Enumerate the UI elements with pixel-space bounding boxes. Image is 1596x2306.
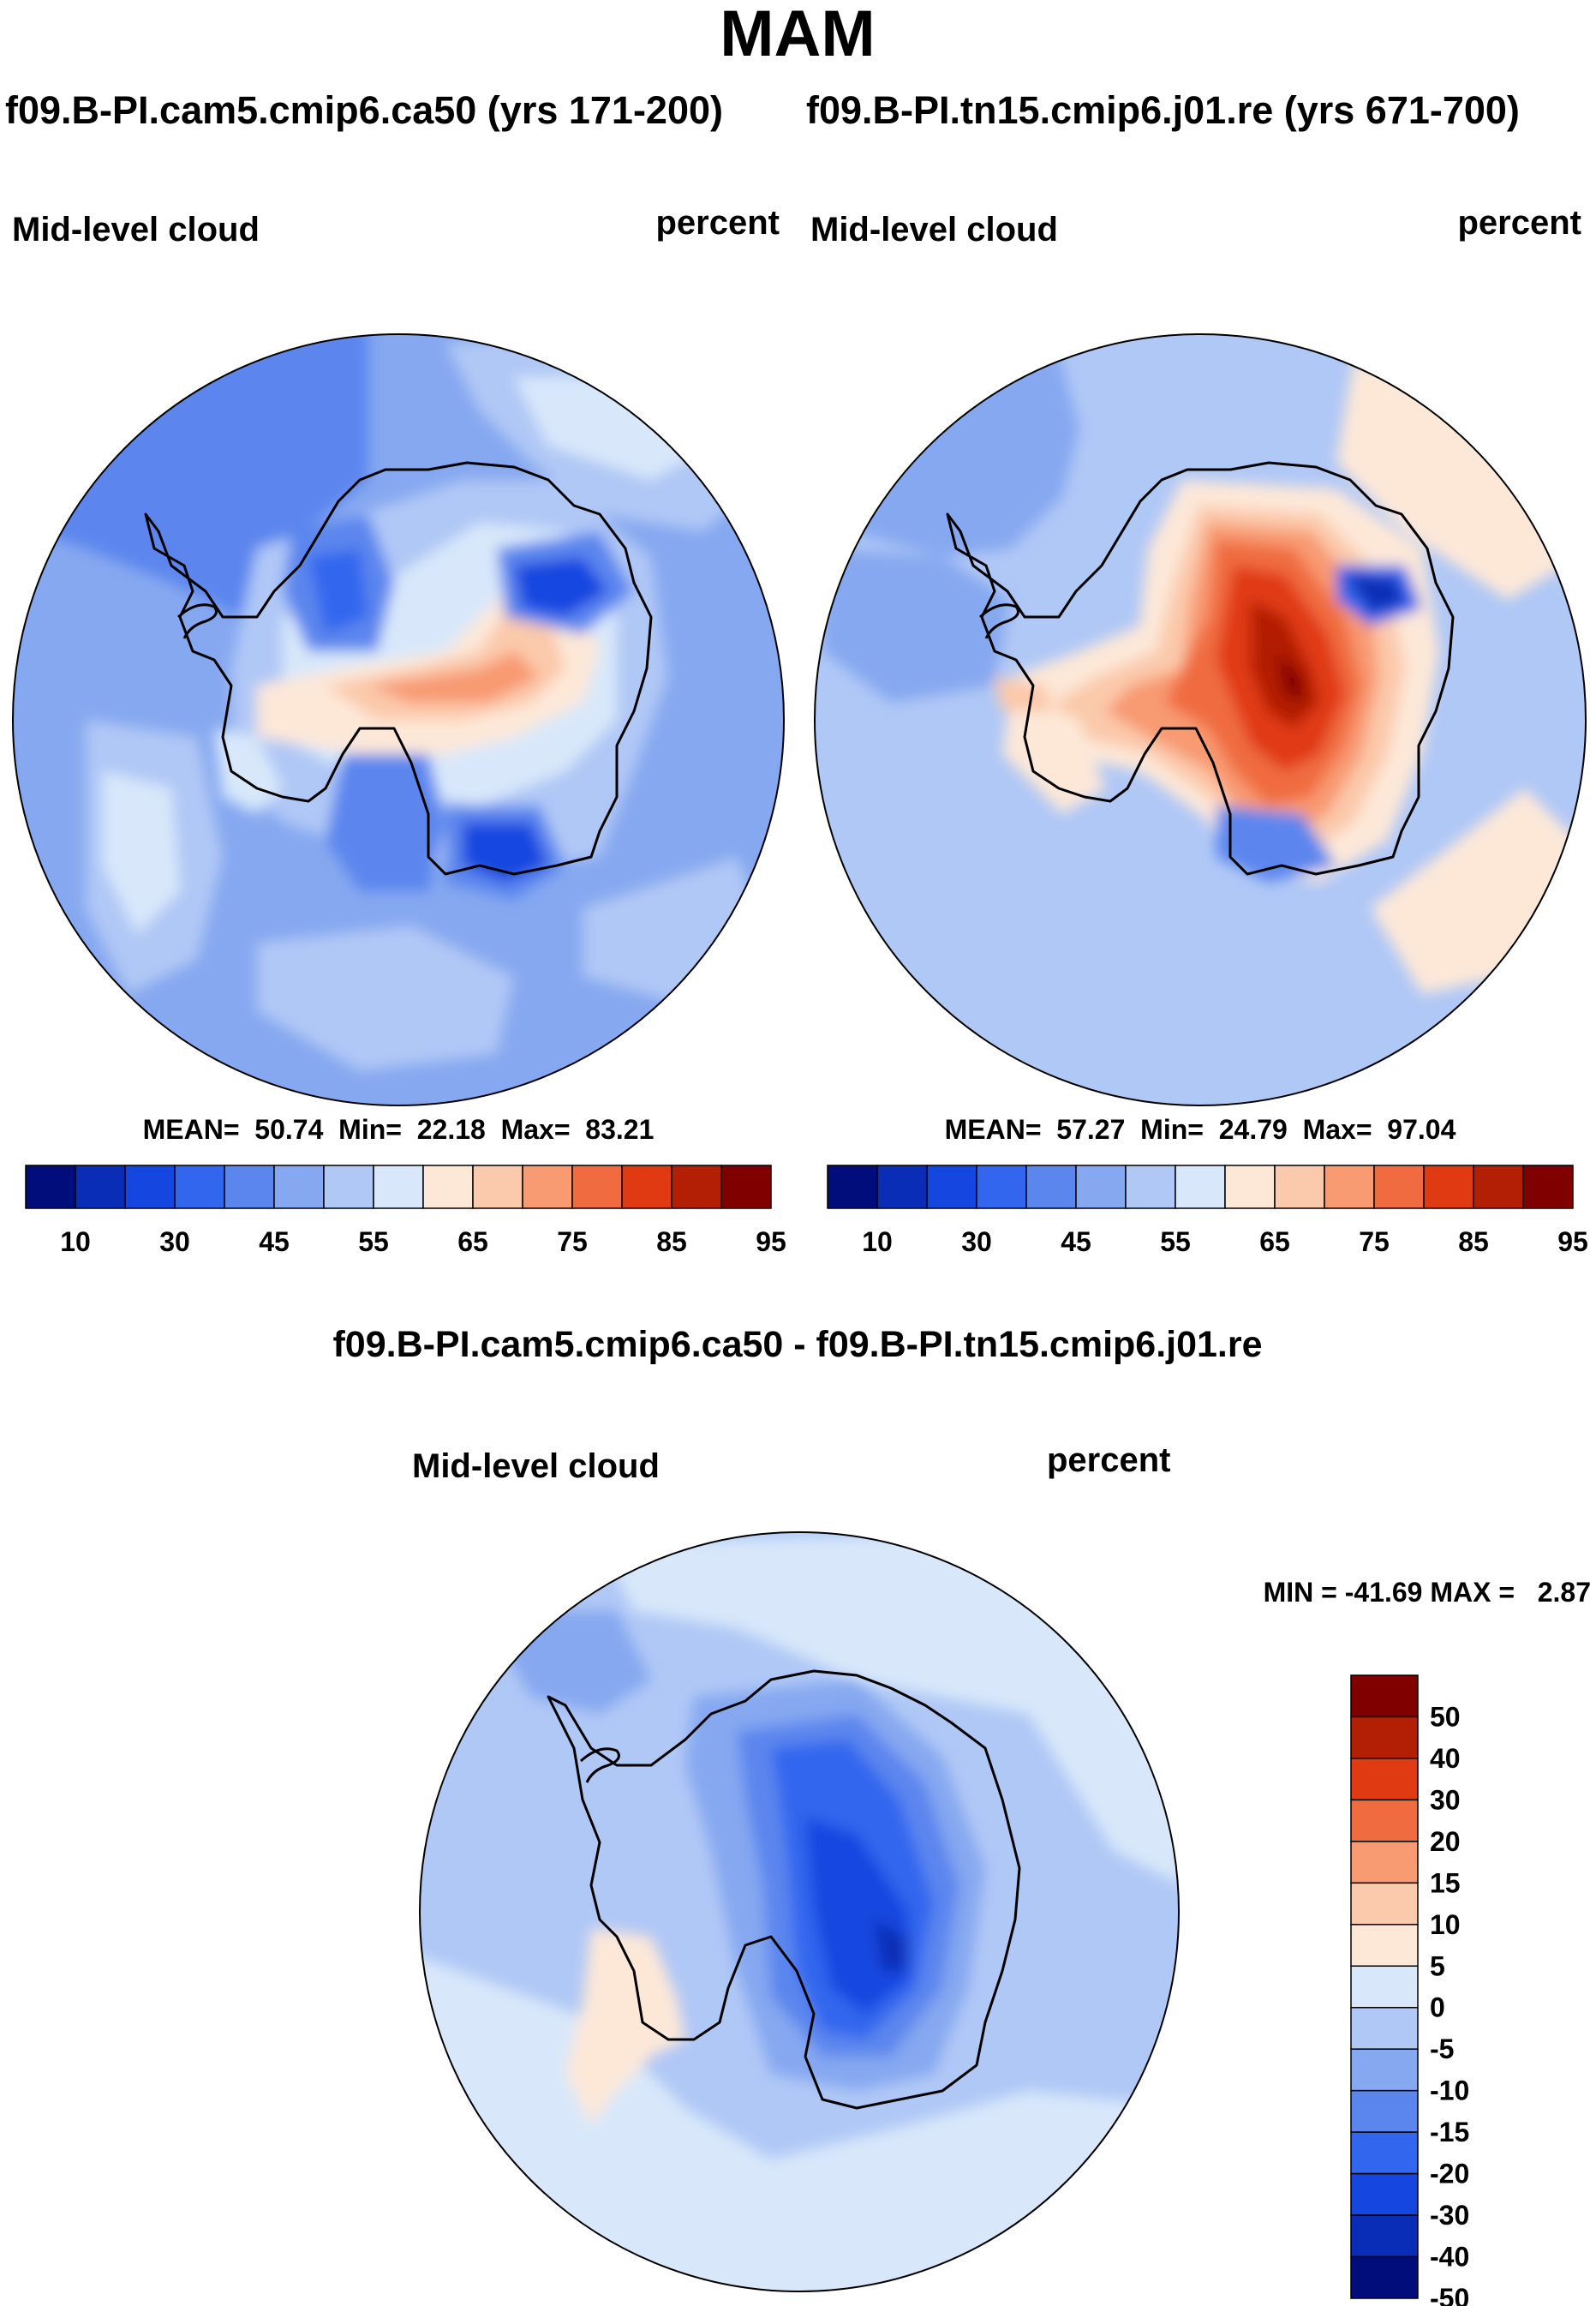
diff-colorbar-swatch [1350,2214,1419,2258]
diff-units-label: percent [1047,1441,1171,1479]
difference-polar-map [419,1531,1180,2292]
right-colorbar-swatch [1522,1165,1574,1209]
right-colorbar-tick-label: 65 [1259,1226,1290,1257]
diff-colorbar-tick-label: 20 [1430,1826,1461,1857]
left-coastline [144,461,653,876]
left-colorbar-swatch [323,1165,374,1209]
diff-colorbar-tick-label: 30 [1430,1784,1461,1815]
diff-colorbar-tick-label: 10 [1430,1909,1461,1940]
left-colorbar-swatch [75,1165,126,1209]
right-colorbar-swatch [827,1165,878,1209]
right-colorbar-swatch [1274,1165,1325,1209]
left-colorbar-swatch [621,1165,672,1209]
right-colorbar-tick-label: 30 [961,1226,992,1257]
right-colorbar-swatch [1025,1165,1077,1209]
left-units-label: percent [655,204,780,242]
left-colorbar-tick-label: 10 [60,1226,91,1257]
diff-colorbar-swatch [1350,2006,1419,2050]
season-title: MAM [720,0,876,70]
diff-colorbar-tick-label: -50 [1430,2283,1469,2306]
right-variable-label: Mid-level cloud [810,211,1058,249]
right-colorbar-tick-label: 55 [1160,1226,1191,1257]
diff-colorbar-tick-label: -40 [1430,2242,1469,2273]
right-colorbar-swatch [926,1165,977,1209]
diff-colorbar-swatch [1350,2048,1419,2092]
right-colorbar-tick-label: 85 [1458,1226,1489,1257]
diff-colorbar-swatch [1350,1882,1419,1926]
diff-colorbar-tick-label: 0 [1430,1992,1445,2023]
diff-colorbar-swatch [1350,2131,1419,2175]
diff-colorbar-swatch [1350,1674,1419,1718]
left-colorbar: 10 30 45 55 65 75 85 95 [25,1165,786,1257]
right-colorbar-tick-label: 10 [862,1226,893,1257]
diff-colorbar-swatch [1350,1716,1419,1759]
diff-colorbar-tick-label: 5 [1430,1950,1445,1981]
right-colorbar-swatch [1423,1165,1474,1209]
right-colorbar-swatch [1224,1165,1276,1209]
case-left-header: f09.B-PI.cam5.cmip6.ca50 (yrs 171-200) [5,88,723,132]
right-units-label: percent [1457,204,1582,242]
diff-colorbar-swatch [1350,2172,1419,2216]
left-colorbar-tick-label: 85 [656,1226,687,1257]
right-colorbar: 10 30 45 55 65 75 85 95 [827,1165,1588,1257]
left-variable-label: Mid-level cloud [12,211,260,249]
right-colorbar-swatch [1175,1165,1226,1209]
diff-colorbar-tick-label: 15 [1430,1867,1461,1898]
left-colorbar-swatch [373,1165,424,1209]
diff-colorbar-swatch [1350,1758,1419,1801]
left-colorbar-swatch [124,1165,176,1209]
diff-colorbar-tick-label: -20 [1430,2159,1469,2189]
right-colorbar-swatch [876,1165,928,1209]
left-colorbar-tick-label: 65 [457,1226,488,1257]
left-colorbar-swatch [224,1165,275,1209]
diff-colorbar-swatch [1350,1924,1419,1968]
left-colorbar-swatch [273,1165,325,1209]
diff-colorbar-swatch [1350,1841,1419,1884]
left-colorbar-tick-label: 45 [259,1226,290,1257]
left-colorbar-tick-label: 75 [557,1226,588,1257]
diff-colorbar-swatch [1350,1965,1419,2009]
difference-title: f09.B-PI.cam5.cmip6.ca50 - f09.B-PI.tn15… [332,1324,1263,1365]
diff-minmax: MIN = -41.69 MAX = 2.87 [1263,1577,1591,1608]
diff-variable-label: Mid-level cloud [412,1447,660,1485]
right-colorbar-swatch [1125,1165,1176,1209]
diff-colorbar-swatch [1350,1799,1419,1842]
left-colorbar-swatch [571,1165,623,1209]
left-colorbar-tick-label: 95 [756,1226,786,1257]
left-colorbar-tick-label: 30 [159,1226,190,1257]
diff-colorbar-swatch [1350,2255,1419,2299]
right-colorbar-tick-label: 45 [1061,1226,1091,1257]
right-colorbar-tick-label: 95 [1557,1226,1588,1257]
right-stats: MEAN= 57.27 Min= 24.79 Max= 97.04 [944,1114,1456,1145]
left-stats: MEAN= 50.74 Min= 22.18 Max= 83.21 [142,1114,655,1145]
right-colorbar-swatch [1373,1165,1425,1209]
left-colorbar-swatch [174,1165,225,1209]
left-colorbar-swatch [472,1165,523,1209]
diff-colorbar-tick-label: -10 [1430,2075,1469,2106]
right-coastline [946,461,1455,876]
left-colorbar-tick-label: 55 [358,1226,389,1257]
diff-colorbar-swatch [1350,2089,1419,2133]
right-colorbar-tick-label: 75 [1359,1226,1390,1257]
case-right-header: f09.B-PI.tn15.cmip6.j01.re (yrs 671-700) [806,88,1520,132]
left-polar-map [12,333,785,1106]
diff-colorbar-tick-label: -15 [1430,2117,1469,2147]
right-colorbar-swatch [1075,1165,1127,1209]
right-polar-map [814,333,1587,1106]
right-colorbar-swatch [1473,1165,1524,1209]
left-colorbar-swatch [422,1165,474,1209]
diff-colorbar-tick-label: 50 [1430,1701,1461,1732]
left-colorbar-swatch [720,1165,772,1209]
diff-colorbar-tick-label: -5 [1430,2033,1454,2064]
left-colorbar-swatch [522,1165,573,1209]
right-colorbar-swatch [1324,1165,1375,1209]
left-colorbar-swatch [671,1165,722,1209]
right-colorbar-swatch [976,1165,1027,1209]
diff-colorbar-tick-label: 40 [1430,1743,1461,1774]
diff-coastline [547,1669,1021,2110]
diff-colorbar-tick-label: -30 [1430,2200,1469,2231]
left-colorbar-swatch [25,1165,76,1209]
